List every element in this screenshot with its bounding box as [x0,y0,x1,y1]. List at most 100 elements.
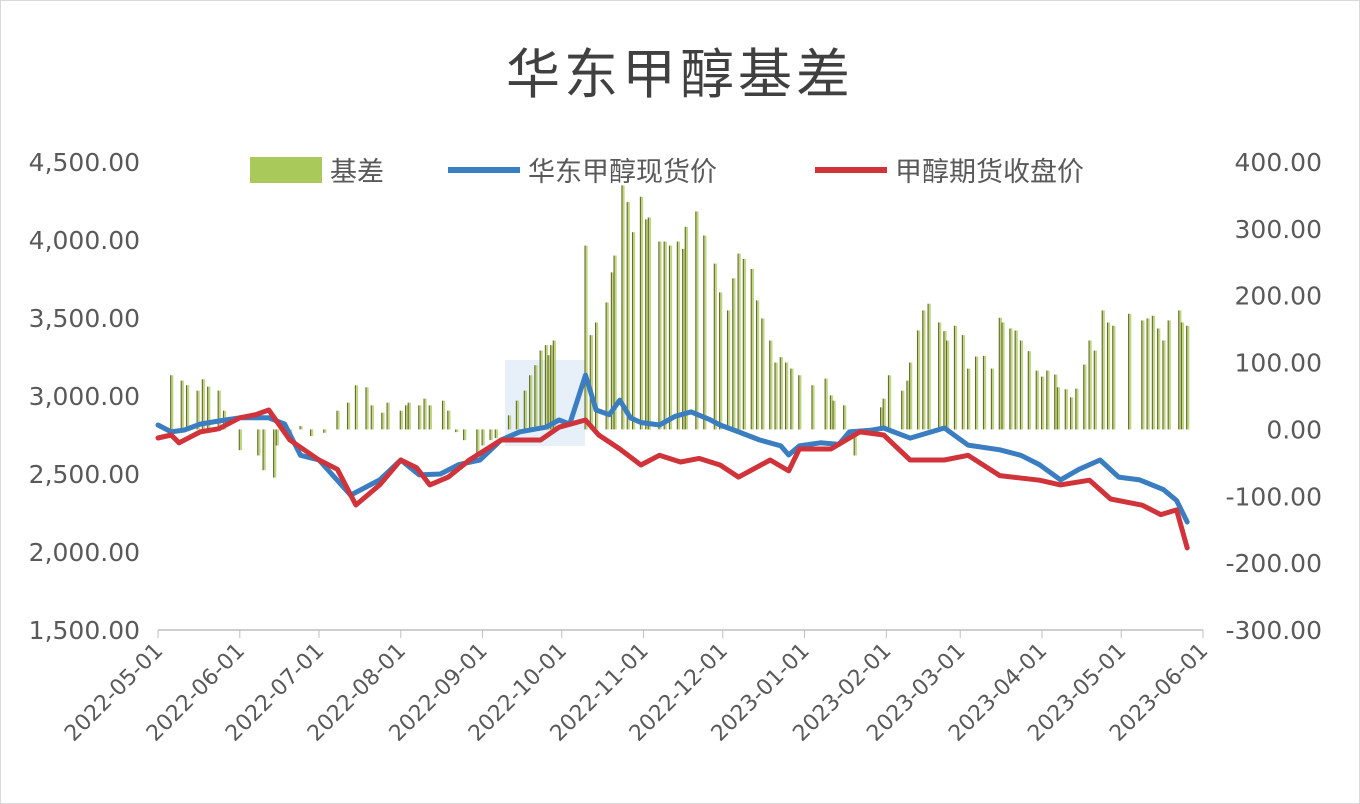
basis-bar [544,345,549,430]
basis-bar [829,395,834,430]
right-tick-label: -100.00 [1226,482,1323,511]
basis-bar [906,380,910,430]
basis-bar [336,410,340,430]
legend: 基差 华东甲醇现货价 甲醇期货收盘价 [250,157,1084,188]
basis-bar [1107,322,1111,430]
legend-label-spot: 华东甲醇现货价 [528,157,717,188]
basis-bar [584,245,588,430]
basis-bar [428,405,433,430]
basis-bar [1146,318,1150,430]
basis-bar [523,390,528,430]
basis-bar [201,379,206,430]
basis-bar [534,365,538,430]
left-tick-label: 4,000.00 [29,226,140,255]
right-tick-label: 400.00 [1235,148,1322,177]
basis-bar [658,241,662,430]
basis-bar [975,356,979,430]
basis-bar [1046,370,1050,430]
basis-bar [423,398,427,430]
basis-bar [1112,325,1116,430]
basis-bar [186,385,190,430]
basis-bar [605,302,609,430]
basis-bar [887,375,892,430]
basis-bar [909,362,913,430]
basis-bar [967,368,971,430]
basis-bar [552,340,557,430]
basis-bar [589,335,593,430]
basis-bar [647,217,652,430]
basis-bar [774,362,778,430]
basis-bar [684,226,688,430]
basis-bar [663,241,667,430]
basis-bar [399,410,403,430]
basis-bar [946,340,950,430]
left-tick-label: 3,000.00 [29,382,140,411]
basis-bar [779,357,783,430]
basis-bar [703,235,707,430]
basis-bar [1101,310,1105,430]
basis-bar [961,335,966,430]
basis-bar [901,390,905,430]
basis-bar [365,387,369,430]
basis-bar [1178,310,1182,430]
basis-bar [1151,315,1156,430]
basis-bar [668,245,673,430]
left-tick-label: 4,500.00 [29,148,140,177]
basis-bar [990,368,995,430]
basis-bar [1035,370,1039,430]
basis-bar [539,350,543,430]
basis-bar [196,390,200,430]
basis-bar [447,410,451,430]
basis-bar [1141,320,1145,430]
left-tick-label: 2,000.00 [29,538,140,567]
basis-bar [481,429,485,446]
basis-bar [639,196,644,430]
basis-bar [742,258,747,430]
basis-bar [1027,351,1032,430]
left-axis-ticks: 1,500.00 2,000.00 2,500.00 3,000.00 3,500.00… [29,148,140,645]
basis-bar [1019,340,1024,430]
basis-bar [273,429,277,478]
basis-bar [1167,320,1171,430]
right-tick-label: 200.00 [1235,282,1322,311]
basis-bar [1054,374,1058,430]
basis-bar [238,429,243,451]
basis-bar [463,429,467,441]
basis-bar [676,241,681,430]
legend-swatch-basis [250,157,322,183]
basis-bar [621,185,625,430]
basis-bar [442,400,446,430]
basis-bar [982,355,987,430]
basis-bar [750,268,754,430]
left-tick-label: 3,500.00 [29,304,140,333]
basis-bar [1014,330,1018,430]
basis-bar [405,405,409,430]
right-axis-ticks: -300.00 -200.00 -100.00 0.00 100.00 200.00 300… [1226,148,1323,645]
basis-bar [310,429,314,437]
basis-bar [713,263,718,430]
basis-bar [880,407,884,430]
basis-bar [275,429,279,446]
basis-bar [1157,328,1161,430]
basis-bar [455,429,459,433]
basis-bar [529,375,533,430]
basis-bar [1041,376,1045,430]
basis-bar [1180,322,1185,430]
basis-bar [682,248,686,430]
basis-bar [1083,364,1087,430]
right-tick-label: 300.00 [1235,215,1322,244]
basis-bar [645,219,649,430]
basis-bar [515,400,520,430]
basis-bar [262,429,266,471]
basis-bar [824,378,828,430]
basis-bar [882,398,886,430]
basis-bar [998,317,1003,430]
basis-bar [217,390,221,430]
basis-bar [1186,325,1190,430]
basis-bar [476,429,480,456]
basis-bar [180,380,184,430]
basis-bar [1001,322,1005,430]
basis-bar [595,322,599,430]
basis-bar [695,211,699,430]
